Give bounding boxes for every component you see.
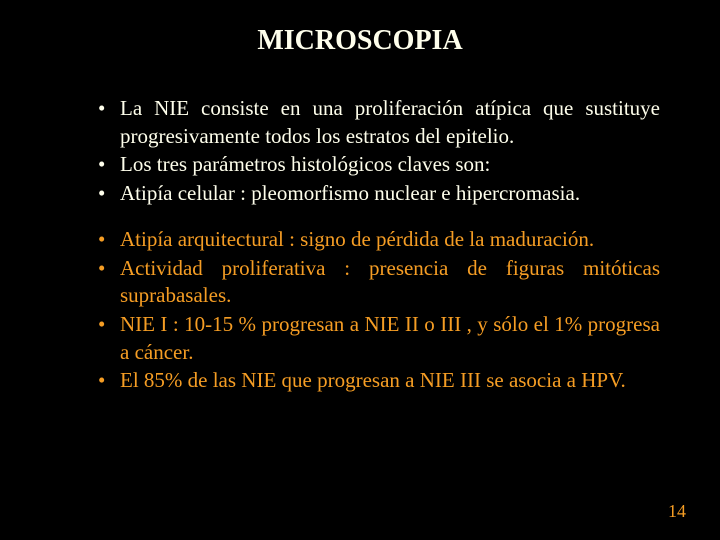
- list-item: El 85% de las NIE que progresan a NIE II…: [92, 367, 660, 395]
- slide-title: MICROSCOPIA: [60, 25, 660, 57]
- list-item: Los tres parámetros histológicos claves …: [92, 151, 660, 179]
- page-number: 14: [668, 501, 686, 522]
- list-item: Actividad proliferativa : presencia de f…: [92, 255, 660, 310]
- slide-content: La NIE consiste en una proliferación atí…: [60, 95, 660, 395]
- bullet-group-2: Atipía arquitectural : signo de pérdida …: [92, 226, 660, 395]
- bullet-group-1: La NIE consiste en una proliferación atí…: [92, 95, 660, 208]
- list-item: Atipía celular : pleomorfismo nuclear e …: [92, 180, 660, 208]
- list-item: Atipía arquitectural : signo de pérdida …: [92, 226, 660, 254]
- list-item: NIE I : 10-15 % progresan a NIE II o III…: [92, 311, 660, 366]
- list-item: La NIE consiste en una proliferación atí…: [92, 95, 660, 150]
